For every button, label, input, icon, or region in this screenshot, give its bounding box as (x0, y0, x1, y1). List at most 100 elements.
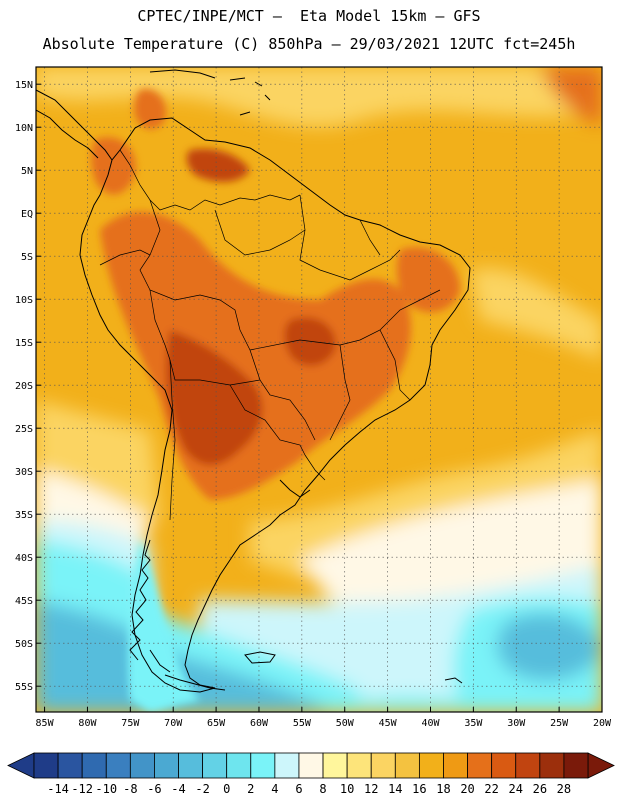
border-uruguay (304, 454, 326, 481)
lon-tick-label: 80W (78, 718, 97, 729)
temperature-field (36, 67, 602, 712)
central-america-coastline-2 (36, 109, 99, 159)
colorbar-swatch (370, 752, 396, 779)
colorbar-swatch (33, 752, 59, 779)
central-america-coastline (36, 89, 113, 161)
colorbar-swatch (81, 752, 107, 779)
colorbar-max-arrow (587, 752, 615, 779)
border-brazil-states-1 (249, 289, 441, 351)
colorbar-label: 8 (319, 782, 326, 796)
colorbar-swatch (129, 752, 155, 779)
border-northern (119, 149, 301, 211)
colorbar-label: 20 (460, 782, 474, 796)
lon-tick-label: 65W (207, 718, 226, 729)
lon-tick-label: 70W (164, 718, 183, 729)
lat-tick-label: 35S (15, 510, 33, 521)
field-patagonia-cyan (128, 540, 200, 712)
lat-tick-label: 55S (15, 682, 33, 693)
colorbar-swatch (322, 752, 348, 779)
lat-tick-label: 45S (15, 596, 33, 607)
lon-tick-label: 30W (507, 718, 526, 729)
colorbar-label: -10 (95, 782, 117, 796)
colorbar-swatch (394, 752, 420, 779)
lon-tick-label: 35W (464, 718, 483, 729)
lat-tick-label: 20S (15, 381, 33, 392)
country-borders (99, 149, 441, 521)
colorbar-label: 16 (412, 782, 426, 796)
south-georgia (444, 677, 463, 684)
colorbar-swatch (539, 752, 565, 779)
colorbar-label: 4 (271, 782, 278, 796)
colorbar-label: 2 (247, 782, 254, 796)
colorbar-swatch (515, 752, 541, 779)
border-paraguay (229, 384, 306, 456)
lat-tick-label: 50S (15, 639, 33, 650)
colorbar-swatch (346, 752, 372, 779)
border-brazil-states-5 (359, 219, 381, 256)
colorbar-label: -6 (147, 782, 161, 796)
coastlines (36, 69, 471, 693)
field-ne-warm (540, 67, 602, 125)
colorbar-label: 12 (364, 782, 378, 796)
lon-tick-label: 40W (421, 718, 440, 729)
field-chaco-hot (165, 330, 263, 465)
field-atlantic-yellow (470, 268, 602, 360)
lon-tick-label: 45W (379, 718, 398, 729)
lon-tick-label: 20W (593, 718, 612, 729)
lat-tick-label: 15S (15, 338, 33, 349)
colorbar-label: -4 (171, 782, 185, 796)
colorbar-label: -8 (123, 782, 137, 796)
colorbar-label: 0 (223, 782, 230, 796)
border-brazil-states-4 (379, 329, 411, 401)
field-bottom-cyan (360, 695, 500, 712)
border-peru-ecuador (99, 249, 151, 266)
colorbar-swatch (298, 752, 324, 779)
colorbar-label: 10 (340, 782, 354, 796)
colorbar-label: -2 (195, 782, 209, 796)
lon-tick-label: 60W (250, 718, 269, 729)
title-line-2: Absolute Temperature (C) 850hPa — 29/03/… (42, 35, 576, 53)
lon-tick-label: 75W (121, 718, 140, 729)
colorbar-swatch (178, 752, 204, 779)
colorbar-min-arrow (7, 752, 35, 779)
colorbar-label: 18 (436, 782, 450, 796)
lon-tick-label: 85W (36, 718, 55, 729)
latitude-axis: 15N 10N 5N EQ 5S 10S 15S 20S 25S 30S 35S 40S 45S 50S 5… (15, 80, 41, 693)
colorbar-label: 14 (388, 782, 402, 796)
lat-tick-label: EQ (21, 209, 33, 220)
colorbar-swatch (491, 752, 517, 779)
border-brazil-states-3 (329, 344, 351, 441)
lat-tick-label: 10N (15, 123, 33, 134)
lat-tick-label: 10S (15, 295, 33, 306)
colorbar-swatch (105, 752, 131, 779)
lat-tick-label: 30S (15, 467, 33, 478)
rio-de-la-plata (279, 479, 311, 498)
field-venezuela-hot (186, 148, 250, 182)
chile-archipelago (129, 539, 151, 661)
border-brazil-west (139, 199, 316, 441)
field-colombia-warm (91, 137, 136, 195)
colorbar-swatch (226, 752, 252, 779)
colorbar-swatch (418, 752, 444, 779)
field-north-band (36, 67, 602, 127)
lat-tick-label: 25S (15, 424, 33, 435)
map-frame (35, 66, 603, 713)
field-south-atl-pale (300, 480, 602, 612)
colorbar-swatch (443, 752, 468, 779)
falkland-islands (244, 651, 276, 664)
caribbean-islands (149, 69, 271, 116)
border-peru-bolivia (149, 289, 261, 386)
colorbar-swatch (467, 752, 493, 779)
longitude-axis: 85W 80W 75W 70W 65W 60W 55W 50W 45W 40W 35W 30W 25W 2… (36, 707, 612, 729)
tierra-del-fuego (149, 649, 226, 691)
south-america-coastline (79, 117, 471, 693)
colorbar-label: 6 (295, 782, 302, 796)
colorbar-label: 22 (484, 782, 498, 796)
colorbar-swatch (57, 752, 83, 779)
field-pacific-teal (36, 600, 150, 712)
lat-tick-label: 15N (15, 80, 33, 91)
colorbar-swatch (202, 752, 228, 779)
colorbar-label: 24 (509, 782, 523, 796)
colorbar: -14 -12 -10 -8 -6 -4 -2 0 2 4 6 8 10 12 14 16 18 20 22 24 26… (7, 752, 615, 796)
